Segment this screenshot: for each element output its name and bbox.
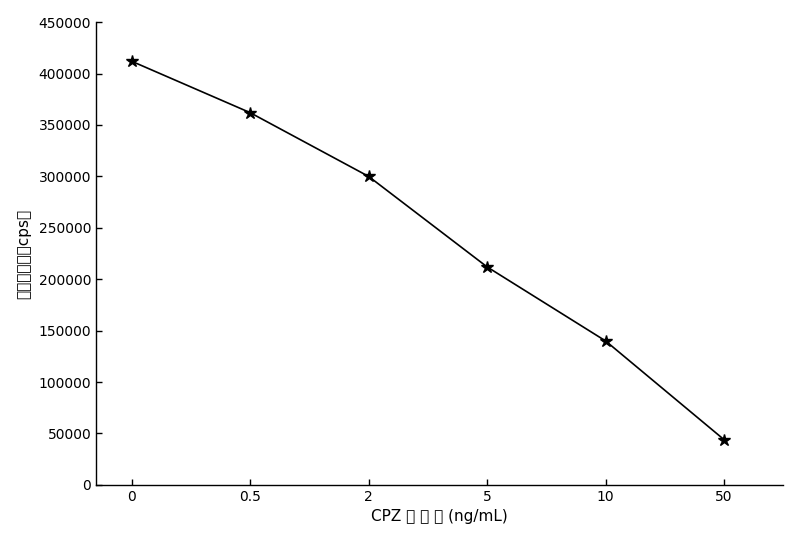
X-axis label: CPZ 的 浓 度 (ng/mL): CPZ 的 浓 度 (ng/mL) xyxy=(371,509,508,524)
Y-axis label: 荧光计数值（cps）: 荧光计数值（cps） xyxy=(17,208,32,299)
